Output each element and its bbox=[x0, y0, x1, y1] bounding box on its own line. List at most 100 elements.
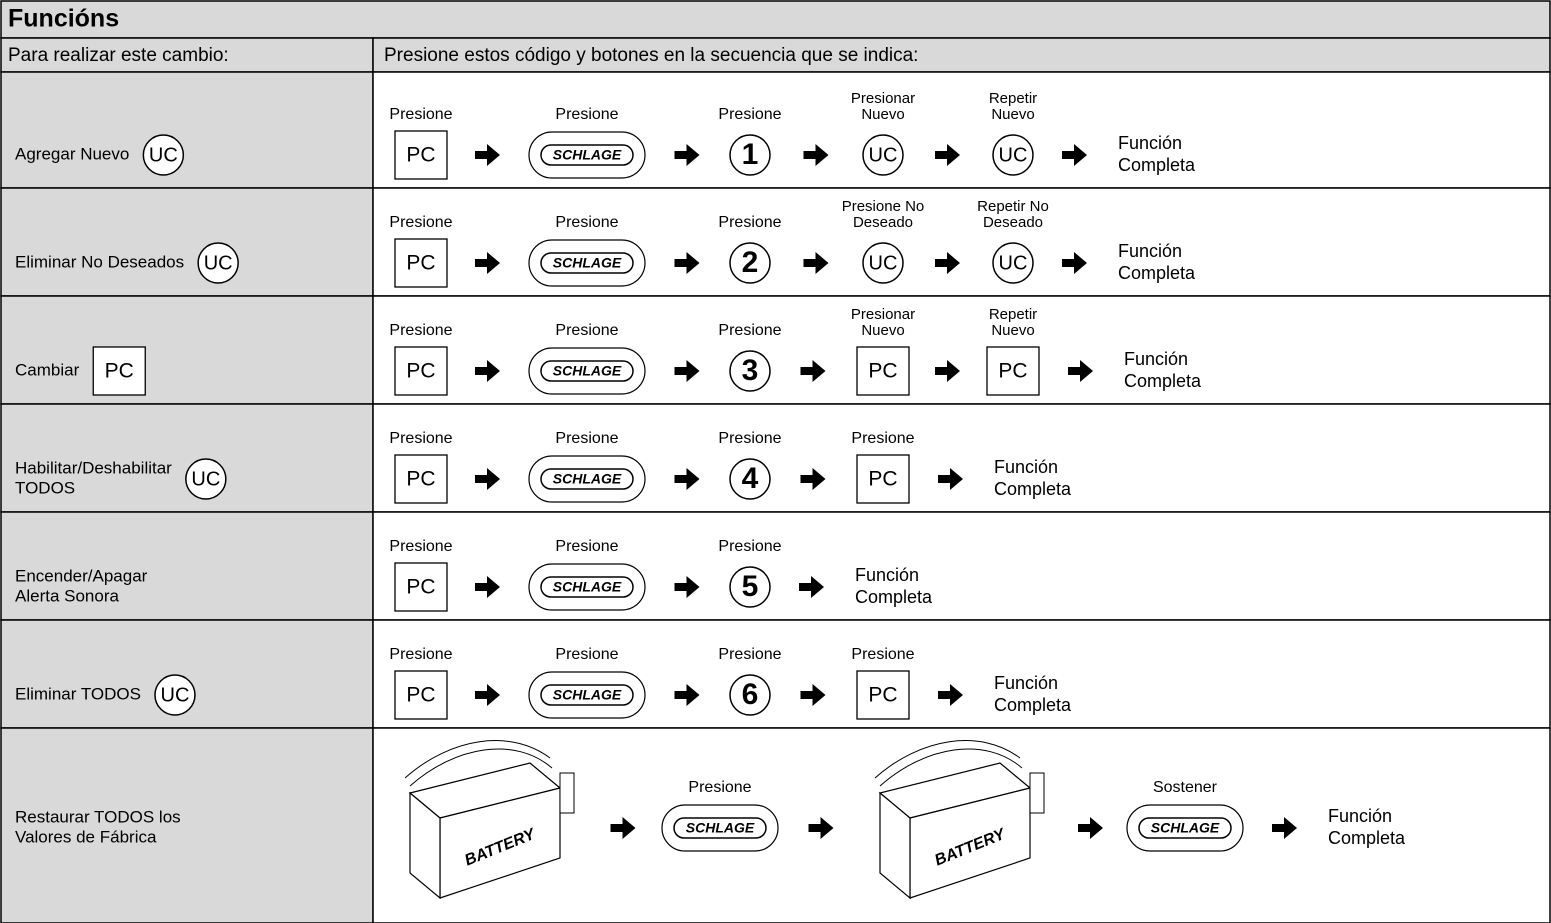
schlage-logo: SCHLAGE bbox=[553, 471, 622, 487]
caption: Nuevo bbox=[991, 322, 1034, 339]
key-label: UC bbox=[869, 252, 898, 274]
caption: Presione bbox=[851, 430, 914, 447]
key-label: PC bbox=[406, 576, 435, 599]
caption: Presione No bbox=[842, 198, 925, 215]
key-box bbox=[856, 346, 910, 396]
result: Completa bbox=[994, 695, 1072, 715]
header-cell bbox=[0, 37, 374, 73]
caption: Presione bbox=[555, 646, 618, 663]
key-circle bbox=[992, 134, 1034, 176]
arrow bbox=[674, 468, 700, 490]
label-cell bbox=[0, 71, 374, 189]
header-left: Para realizar este cambio: bbox=[8, 45, 229, 66]
schlage-button bbox=[528, 563, 646, 611]
caption: Presionar bbox=[851, 90, 915, 107]
key-label: 1 bbox=[742, 138, 759, 171]
caption: Presionar bbox=[851, 306, 915, 323]
row-label: Habilitar/Deshabilitar bbox=[15, 458, 172, 477]
key-label: UC bbox=[869, 144, 898, 166]
result: Función bbox=[1118, 241, 1182, 261]
caption: Presione bbox=[389, 106, 452, 123]
caption: Presione bbox=[851, 646, 914, 663]
label-cell bbox=[0, 295, 374, 405]
caption: Presione bbox=[555, 322, 618, 339]
key-circle bbox=[729, 350, 771, 392]
arrow bbox=[610, 817, 636, 839]
arrow bbox=[803, 252, 829, 274]
schlage-button bbox=[528, 347, 646, 395]
arrow bbox=[674, 144, 700, 166]
arrow bbox=[475, 144, 500, 166]
schlage-inner bbox=[540, 360, 634, 382]
caption: Repetir bbox=[989, 90, 1037, 107]
schlage-logo: SCHLAGE bbox=[1151, 820, 1220, 836]
key-circle bbox=[729, 566, 771, 608]
result: Función bbox=[855, 565, 919, 585]
result: Función bbox=[1118, 133, 1182, 153]
caption: Repetir No bbox=[977, 198, 1049, 215]
schlage-logo: SCHLAGE bbox=[553, 363, 622, 379]
arrow bbox=[938, 468, 963, 490]
arrow bbox=[935, 360, 960, 382]
result: Completa bbox=[1118, 263, 1196, 283]
caption: Presione bbox=[555, 538, 618, 555]
result: Completa bbox=[1328, 828, 1406, 848]
arrow bbox=[935, 144, 960, 166]
key-circle bbox=[142, 134, 185, 176]
label-cell bbox=[0, 403, 374, 513]
caption: Sostener bbox=[1153, 779, 1218, 796]
key-label: PC bbox=[868, 360, 897, 383]
arrow bbox=[800, 360, 826, 382]
caption: Nuevo bbox=[861, 106, 904, 123]
schlage-inner bbox=[540, 576, 634, 598]
result: Función bbox=[994, 673, 1058, 693]
schlage-logo: SCHLAGE bbox=[553, 579, 622, 595]
caption: Presione bbox=[389, 214, 452, 231]
row-label: Agregar Nuevo bbox=[15, 144, 129, 163]
arrow bbox=[808, 817, 834, 839]
arrow bbox=[475, 360, 500, 382]
battery-wires bbox=[879, 748, 1023, 787]
schlage-logo: SCHLAGE bbox=[553, 255, 622, 271]
key-circle bbox=[197, 242, 239, 284]
key-circle bbox=[729, 674, 771, 716]
schlage-inner bbox=[540, 144, 634, 166]
schlage-logo: SCHLAGE bbox=[686, 820, 755, 836]
key-circle bbox=[154, 674, 196, 716]
arrow bbox=[1272, 817, 1297, 839]
caption: Presione bbox=[389, 322, 452, 339]
key-box bbox=[394, 346, 448, 396]
key-label: PC bbox=[406, 252, 435, 275]
caption: Repetir bbox=[989, 306, 1037, 323]
battery-wires bbox=[874, 740, 1021, 779]
key-label: 2 bbox=[742, 246, 759, 279]
label-cell bbox=[0, 511, 374, 621]
row-label: TODOS bbox=[15, 478, 75, 497]
key-label: 5 bbox=[742, 570, 759, 603]
caption: Presione bbox=[688, 779, 751, 796]
result: Completa bbox=[1118, 155, 1196, 175]
header-right: Presione estos código y botones en la se… bbox=[384, 45, 918, 66]
caption: Deseado bbox=[983, 214, 1043, 231]
result: Función bbox=[1328, 806, 1392, 826]
battery-end bbox=[409, 791, 441, 900]
battery-terminal bbox=[1029, 772, 1045, 814]
battery-wires bbox=[404, 740, 551, 779]
key-circle bbox=[729, 242, 771, 284]
schlage-inner bbox=[1138, 817, 1232, 839]
schlage-inner bbox=[540, 684, 634, 706]
arrow bbox=[475, 252, 500, 274]
caption: Presione bbox=[555, 214, 618, 231]
caption: Presione bbox=[389, 538, 452, 555]
key-label: PC bbox=[406, 468, 435, 491]
schlage-button bbox=[528, 131, 646, 179]
row-label: Valores de Fábrica bbox=[15, 827, 157, 846]
caption: Presione bbox=[718, 322, 781, 339]
key-circle bbox=[862, 134, 904, 176]
arrow bbox=[1078, 817, 1103, 839]
arrow bbox=[1062, 252, 1087, 274]
row-label: Eliminar No Deseados bbox=[15, 252, 184, 271]
result: Completa bbox=[855, 587, 933, 607]
key-circle bbox=[992, 242, 1034, 284]
